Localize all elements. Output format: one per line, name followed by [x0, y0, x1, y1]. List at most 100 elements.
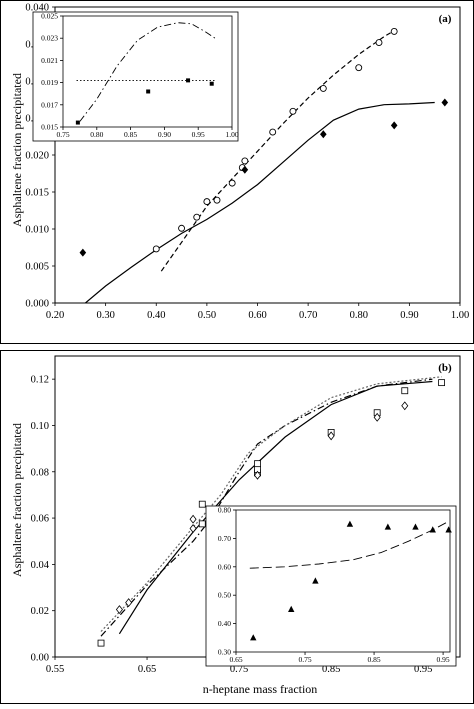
panel-b-x-axis-title: n-heptane mass fraction: [203, 682, 318, 696]
panel-b-inset-series-0-filled-triangle-point: [429, 526, 436, 533]
panel-a-inset-series-group: [76, 22, 216, 122]
panel-a-series-0-open-circle-point: [241, 157, 249, 165]
panel-a-inset-y-tick-label: 0.015: [41, 123, 58, 132]
panel-b-x-tick-label: 0.65: [138, 664, 156, 675]
panel-a-x-tick-label: 1.00: [451, 310, 469, 321]
panel-a-series-1-filled-diamond-point: [390, 121, 398, 130]
panel-a-inset-series-0-filled-square-point: [146, 89, 151, 94]
panel-b-y-tick-label: 0.10: [31, 421, 49, 432]
panel-a-x-tick-label: 0.30: [96, 310, 114, 321]
panel-a-x-tick-label: 0.40: [147, 310, 165, 321]
panel-b-inset-y-tick-label: 0.60: [218, 562, 231, 571]
panel-a-inset-x-tick-label: 0.85: [124, 130, 137, 139]
panel-a-inset-y-tick-label: 0.023: [41, 34, 58, 43]
panel-b-y-tick-label: 0.06: [31, 514, 49, 525]
panel-b-chart: 0.55 0.65 0.75 0.85 0.950.000.020.040.060.08…: [0, 350, 474, 704]
panel-a-y-tick-label: 0.015: [25, 188, 49, 199]
panel-a-inset-y-tick-label: 0.019: [41, 78, 58, 87]
panel-a-series-1-filled-diamond-point: [320, 130, 327, 139]
panel-a-series-0-open-circle-point: [390, 27, 398, 35]
panel-b-inset-y-tick-label: 0.80: [218, 506, 231, 515]
panel-b-inset-series-0-filled-triangle-point: [288, 605, 295, 612]
panel-a-inset-series-0-filled-square-point: [209, 81, 214, 86]
panel-a-y-tick-label: 0.000: [25, 299, 49, 310]
panel-b-x-tick-label: 0.55: [46, 664, 64, 675]
panel-a-series-0-open-circle-point: [269, 128, 277, 136]
panel-a-inset-x-tick-label: 1.00: [225, 130, 238, 139]
panel-b-inset-series-0-filled-triangle-point: [346, 520, 354, 527]
panel-b-inset-x-tick-label: 0.95: [437, 655, 450, 664]
panel-b-inset-series-0-filled-triangle-point: [384, 523, 392, 530]
panel-b-inset-y-tick-label: 0.50: [218, 591, 231, 600]
panel-a-inset-plot-area: [62, 15, 233, 128]
panel-a-x-tick-label: 0.60: [248, 310, 266, 321]
panel-b-inset-series-0-filled-triangle-point: [412, 523, 419, 530]
panel-a-inset-y-tick-label: 0.021: [41, 56, 58, 65]
panel-b-x-tick-label: 0.75: [230, 664, 248, 675]
panel-a-x-tick-label: 0.70: [299, 310, 317, 321]
panel-a-series-0-open-circle-point: [319, 84, 327, 92]
panel-a-series-0-open-circle-point: [228, 179, 236, 187]
panel-b-x-tick-label: 0.95: [414, 664, 432, 675]
panel-b-series-1-open-diamond-point: [189, 524, 197, 533]
panel-b-series-0-open-square-point: [97, 639, 105, 647]
panel-a-x-tick-label: 0.50: [198, 310, 216, 321]
panel-a-x-tick-label: 0.90: [400, 310, 418, 321]
panel-a-series-1-filled-diamond-point: [241, 165, 249, 174]
panel-b-inset-plot-area: [235, 509, 451, 653]
panel-b-y-tick-label: 0.12: [31, 375, 49, 386]
panel-a-series-0-open-circle-point: [203, 198, 211, 206]
panel-a-inset-x-tick-label: 0.90: [158, 130, 171, 139]
panel-a-inset-series-0-filled-square-point: [186, 78, 191, 83]
panel-a-series-0-open-circle-point: [355, 64, 363, 72]
panel-b-inset-series-0-filled-triangle-point: [445, 526, 452, 533]
panel-a-series-0-open-circle-point: [152, 245, 160, 253]
panel-b-inset-series-0-filled-triangle-point: [250, 634, 257, 641]
panel-a-y-tick-label: 0.010: [25, 225, 49, 236]
panel-a-inset-x-tick-label: 0.75: [56, 130, 69, 139]
panel-a-y-tick-label: 0.020: [25, 151, 49, 162]
panel-b-series-1-open-diamond-point: [373, 412, 381, 422]
panel-a-inset-series-0-filled-square-point: [75, 120, 80, 125]
panel-b-inset-series-1-long-dash-line: [249, 521, 449, 569]
panel-a-series-0-open-circle-point: [193, 213, 201, 221]
panel-a-y-tick-label: 0.005: [25, 262, 49, 273]
panel-b-inset: 0.65 0.75 0.85 0.95 0.30 0.40 0.50 0.60 0.70 0.80: [205, 506, 457, 667]
panel-b-y-axis-title: Asphaltene fraction precipitated: [10, 423, 24, 577]
panel-a-series-1-filled-diamond-point: [441, 98, 449, 107]
panel-b-inset-y-tick-label: 0.70: [218, 534, 231, 543]
panel-a-series-3-solid-line: [85, 101, 435, 303]
panel-b-y-tick-label: 0.00: [31, 653, 49, 664]
panel-a-series-1-filled-diamond-point: [79, 248, 87, 257]
panel-b-y-tick-label: 0.04: [31, 560, 50, 571]
panel-b-y-tick-label: 0.02: [31, 606, 49, 617]
panel-b-inset-x-tick-label: 0.65: [229, 655, 242, 664]
panel-b-series-0-open-square-point: [254, 460, 261, 468]
panel-b-series-3-dash-dot-line: [100, 378, 433, 637]
panel-a-inset-x-tick-label: 0.95: [192, 130, 205, 139]
panel-a-inset-x-tick-label: 0.80: [90, 130, 103, 139]
panel-a-series-0-open-circle-point: [213, 196, 221, 204]
panel-b-label: (b): [438, 362, 452, 374]
panel-b-series-1-open-diamond-point: [253, 470, 262, 480]
panel-b-series-0-open-square-point: [438, 379, 445, 387]
panel-b-series-1-open-diamond-point: [401, 401, 409, 411]
panel-b-series-1-open-diamond-point: [115, 605, 123, 614]
panel-a-series-0-open-circle-point: [289, 107, 297, 115]
panel-a-y-tick-label: 0.040: [25, 3, 49, 14]
panel-a-inset-y-tick-label: 0.017: [41, 100, 58, 109]
panel-a-x-tick-label: 0.80: [350, 310, 368, 321]
panel-a-label: (a): [439, 13, 452, 25]
panel-b-series-0-open-square-point: [198, 500, 206, 508]
panel-a-series-0-open-circle-point: [375, 39, 383, 46]
panel-b-x-tick-label: 0.85: [322, 664, 340, 675]
panel-a-x-tick-label: 0.20: [46, 310, 64, 321]
panel-b-series-group: [100, 376, 442, 637]
panel-a-chart: 0.20 0.30 0.40 0.50 0.60 0.70 0.80 0.90 1.00 0.00…: [0, 0, 474, 344]
panel-a-y-axis-title: Asphaltene fraction precipitated: [10, 73, 24, 227]
panel-b-inset-y-tick-label: 0.30: [218, 648, 231, 657]
panel-b-series-1-open-diamond-point: [125, 598, 133, 608]
panel-a-inset-y-tick-label: 0.025: [41, 12, 58, 21]
